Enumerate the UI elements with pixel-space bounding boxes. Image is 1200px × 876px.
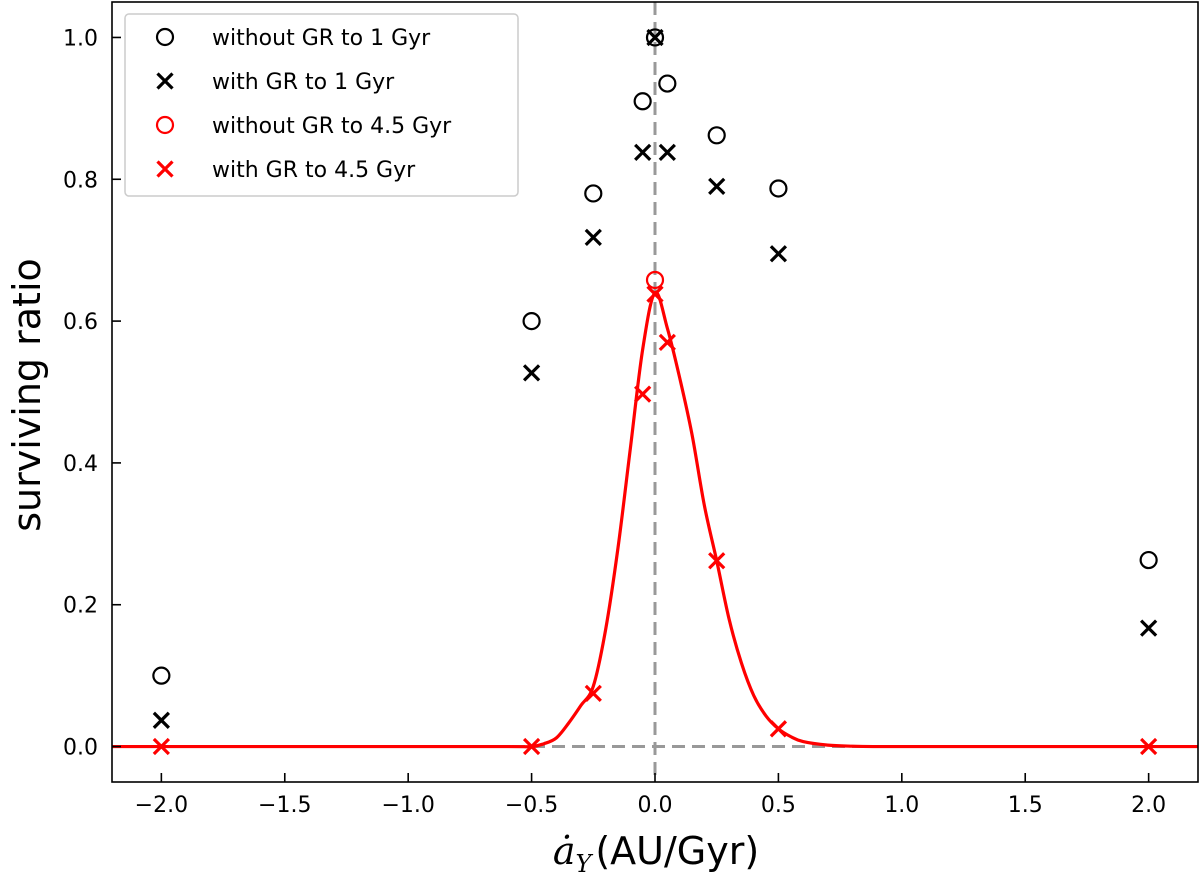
legend-label: with GR to 4.5 Gyr — [212, 158, 416, 183]
y-axis-label: surviving ratio — [5, 258, 49, 532]
series-2 — [152, 28, 1158, 729]
legend-marker — [156, 160, 174, 178]
legend-box — [124, 13, 519, 197]
series-3 — [645, 270, 665, 290]
data-point — [152, 711, 170, 729]
data-point — [769, 720, 788, 738]
data-point — [522, 364, 541, 382]
axis-ticks: −2.0 −1.5 −1.0 −0.5 0.0 0.5 1.0 1.5 2.0 0.0 0.2 0.4… — [63, 26, 1166, 818]
data-point — [646, 285, 664, 303]
data-point — [769, 245, 788, 263]
x-tick-label: −1.0 — [381, 793, 434, 818]
data-point — [584, 184, 603, 203]
legend-marker — [155, 115, 175, 135]
x-tick-label: −2.0 — [135, 793, 188, 818]
data-point — [152, 666, 171, 685]
data-point — [522, 311, 541, 331]
y-tick-label: 0.0 — [63, 736, 98, 761]
x-axis-label: ȧY (AU/Gyr) — [553, 829, 759, 876]
y-tick-label: 0.8 — [63, 168, 98, 193]
data-point — [658, 74, 677, 93]
y-tick-label: 1.0 — [63, 26, 98, 51]
y-tick-label: 0.4 — [63, 452, 98, 477]
x-tick-label: −0.5 — [505, 793, 558, 818]
data-point — [1140, 619, 1158, 637]
data-point — [645, 270, 665, 290]
data-point — [584, 228, 602, 247]
legend-label: with GR to 1 Gyr — [212, 70, 395, 95]
legend-marker — [155, 27, 175, 47]
data-point — [633, 92, 652, 111]
data-point — [708, 177, 726, 195]
data-points — [152, 28, 1158, 756]
data-point — [152, 737, 170, 756]
legend-label: without GR to 1 Gyr — [212, 26, 431, 51]
x-tick-label: −1.5 — [258, 793, 311, 818]
legend-item: with GR to 4.5 Gyr — [156, 158, 416, 183]
x-tick-label: 0.0 — [638, 793, 673, 818]
data-point — [707, 126, 726, 145]
x-axis-units: (AU/Gyr) — [595, 829, 759, 873]
data-point — [646, 28, 664, 47]
x-tick-label: 1.5 — [1008, 793, 1043, 818]
data-point — [769, 179, 788, 198]
legend-label: without GR to 4.5 Gyr — [212, 114, 452, 139]
x-tick-label: 1.0 — [884, 793, 919, 818]
data-point — [634, 385, 652, 403]
data-point — [658, 143, 676, 161]
x-tick-label: 0.5 — [761, 793, 796, 818]
legend-item: without GR to 1 Gyr — [155, 26, 431, 51]
y-tick-label: 0.2 — [63, 594, 98, 619]
data-point — [708, 552, 726, 570]
legend-item: with GR to 1 Gyr — [156, 70, 395, 95]
data-point — [1140, 737, 1158, 756]
data-point — [522, 737, 541, 756]
data-point — [658, 333, 676, 351]
legend-marker — [156, 72, 174, 90]
fit-curve — [112, 291, 1198, 749]
series-4 — [152, 285, 1158, 756]
x-tick-label: 2.0 — [1131, 793, 1166, 818]
fit-curve-group — [112, 291, 1198, 749]
x-axis-subscript: Y — [575, 850, 593, 876]
data-point — [645, 28, 665, 47]
x-axis-symbol: ȧ — [553, 829, 576, 873]
series-1 — [152, 28, 1158, 685]
data-point — [634, 143, 652, 161]
legend-item: without GR to 4.5 Gyr — [155, 114, 452, 139]
y-tick-label: 0.6 — [63, 310, 98, 335]
data-point — [584, 684, 602, 702]
legend: without GR to 1 Gyr with GR to 1 Gyr witho… — [124, 13, 519, 197]
data-point — [1139, 550, 1158, 570]
